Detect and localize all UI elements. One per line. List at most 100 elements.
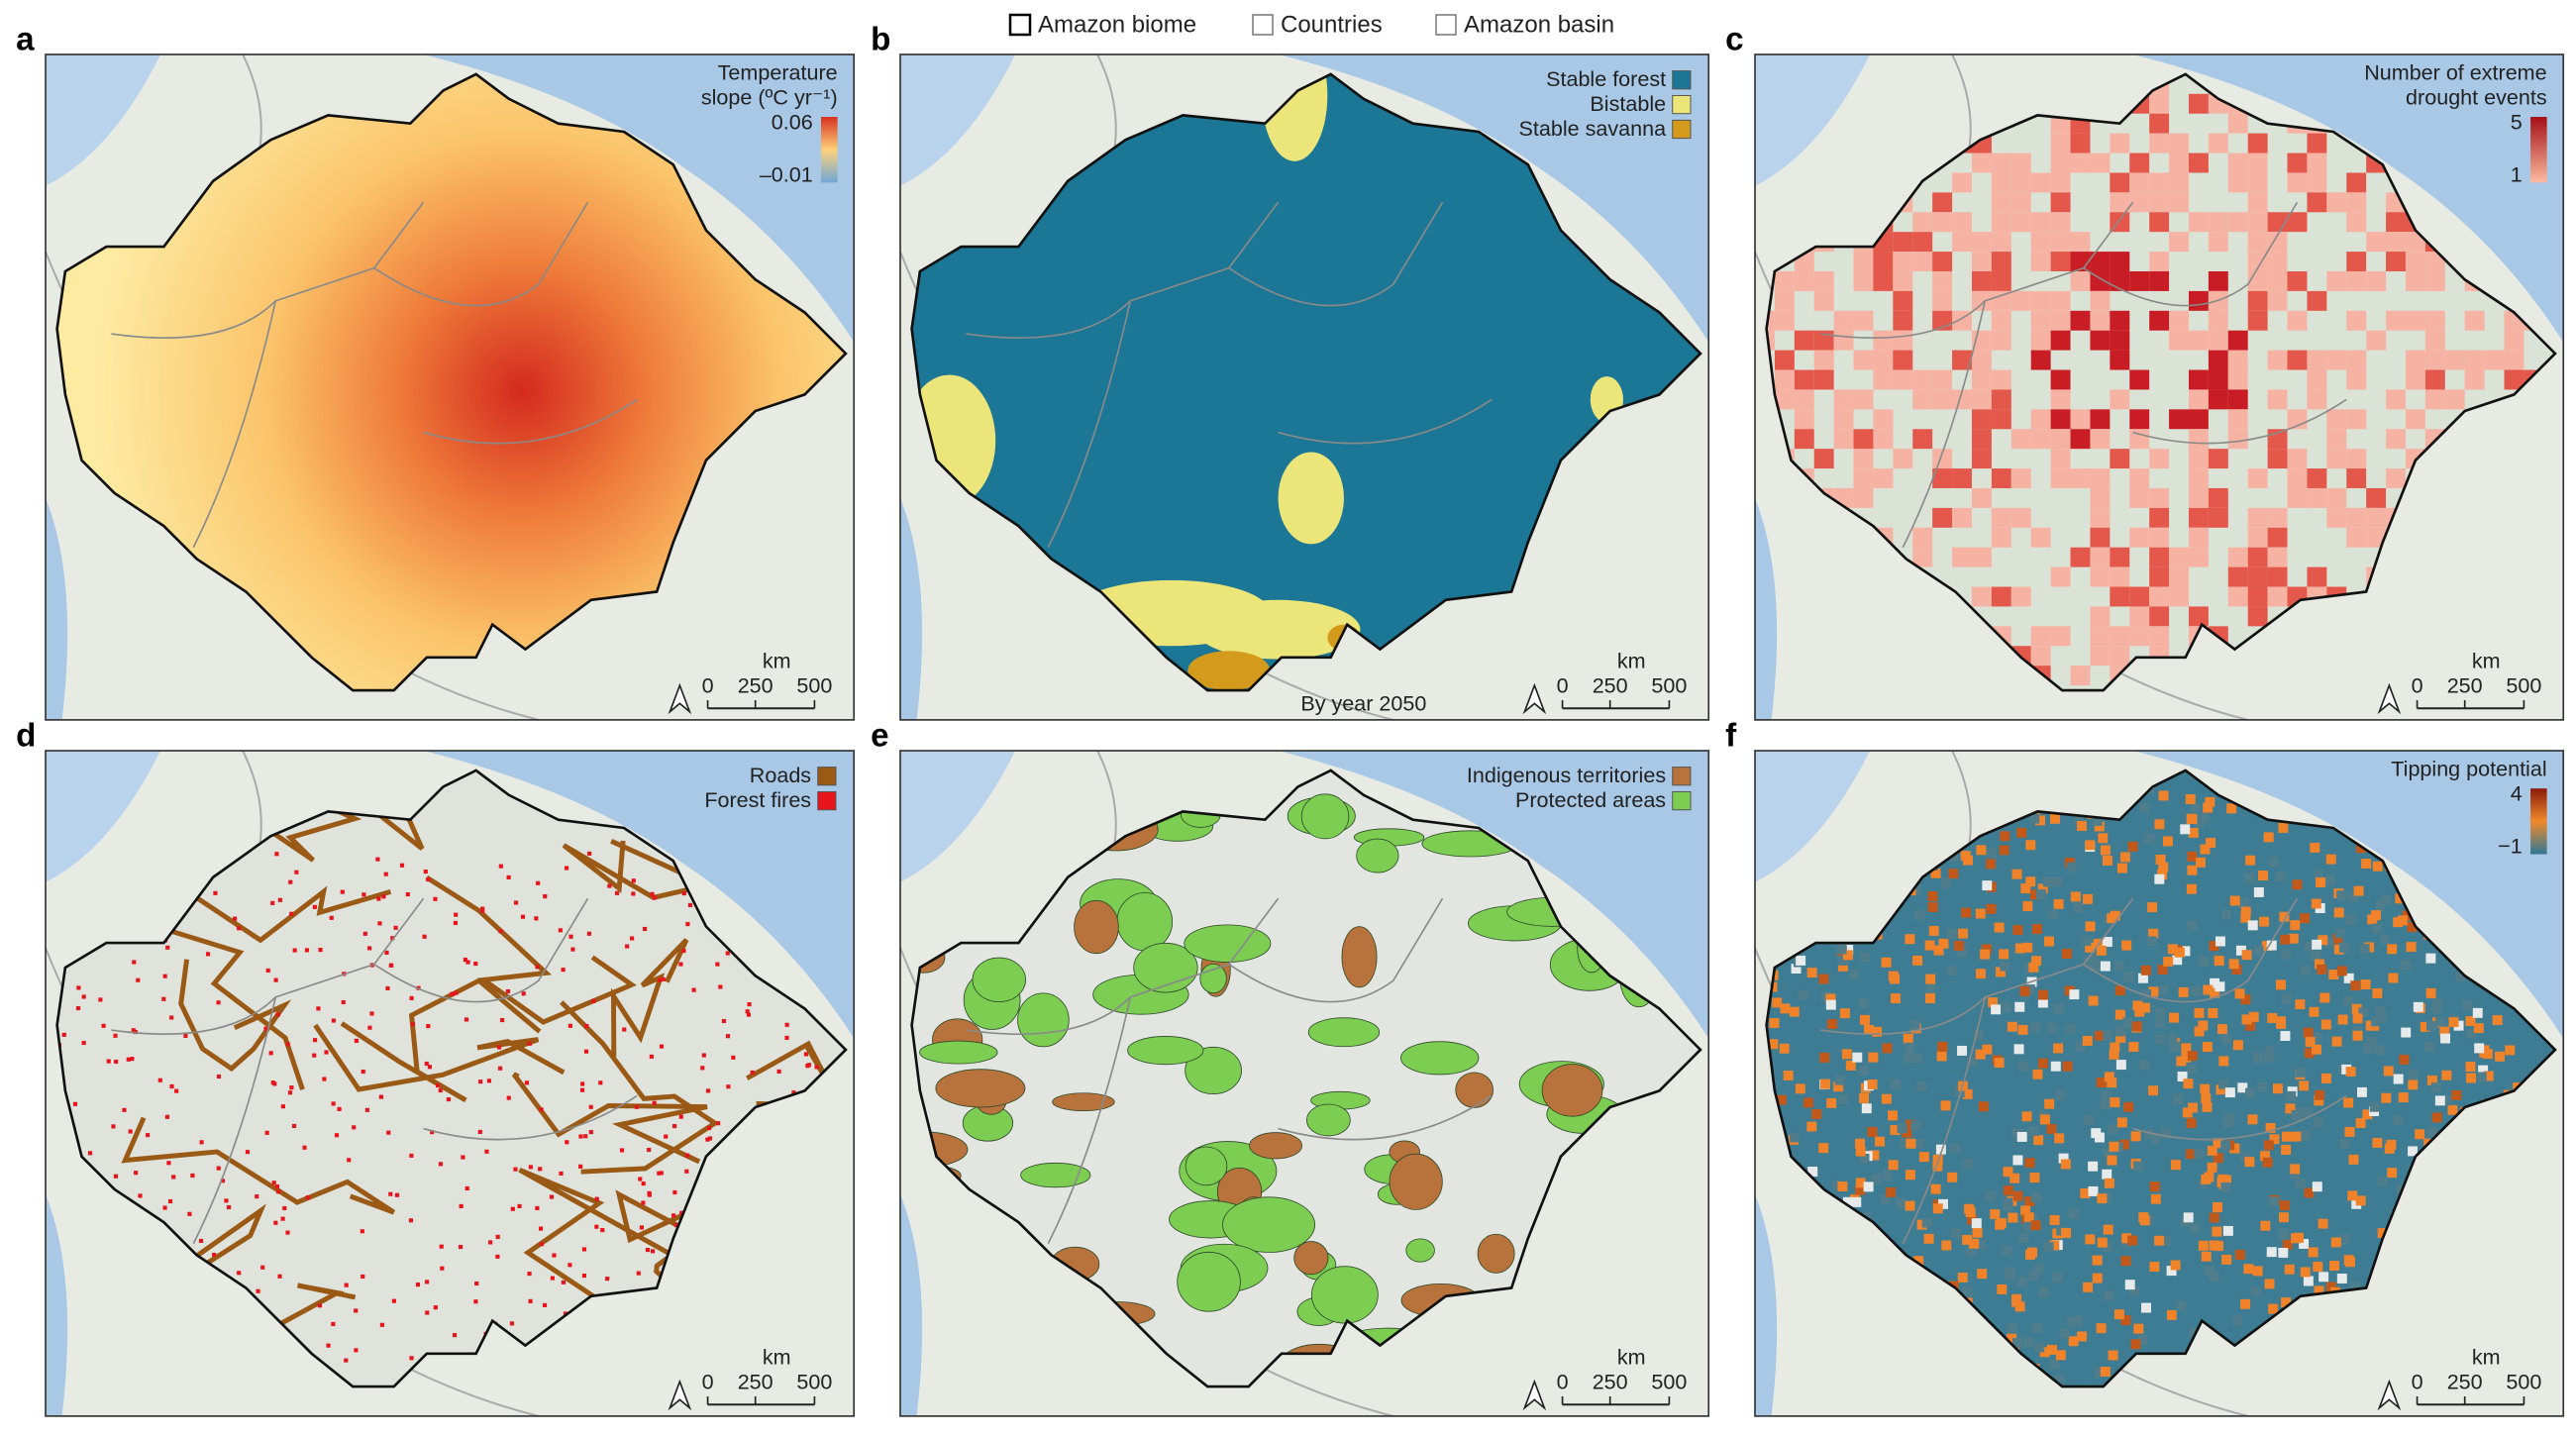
tipping-cell: [2194, 1007, 2205, 1018]
drought-cell: [1971, 429, 1992, 450]
tipping-cell: [1796, 955, 1806, 966]
fire: [563, 1311, 568, 1316]
scale-label: 500: [2506, 1369, 2541, 1393]
tipping-cell: [2260, 1220, 2271, 1231]
tipping-cell: [2365, 1020, 2376, 1031]
tipping-cell: [2375, 1005, 2386, 1016]
drought-cell: [1991, 232, 2011, 253]
tipping-cell: [1779, 1043, 1790, 1054]
drought-cell: [2267, 389, 2288, 410]
tipping-cell: [2075, 1041, 2086, 1052]
drought-cell: [2307, 487, 2327, 508]
tipping-cell: [2031, 956, 2042, 967]
fire: [587, 851, 592, 856]
tipping-cell: [2191, 985, 2202, 996]
fire: [274, 852, 279, 857]
tipping-cell: [2361, 859, 2372, 869]
tipping-cell: [2141, 988, 2152, 999]
fire: [746, 1012, 752, 1017]
tipping-cell: [2279, 911, 2290, 922]
indigenous-territory: [1127, 1036, 1204, 1066]
drought-cell: [2050, 153, 2071, 173]
drought-cell: [2090, 646, 2111, 667]
drought-cell: [2110, 252, 2130, 271]
tipping-cell: [1925, 974, 1936, 984]
tipping-cell: [2281, 949, 2292, 960]
fire: [376, 896, 381, 901]
drought-cell: [2287, 172, 2308, 193]
indigenous-territory: [1185, 1146, 1228, 1186]
tipping-cell: [1836, 944, 1847, 955]
tipping-cell: [1925, 983, 1936, 994]
tipping-cell: [1905, 1170, 1915, 1181]
fire: [430, 1130, 435, 1135]
tipping-cell: [1933, 945, 1944, 956]
tipping-cell: [2102, 937, 2112, 947]
tipping-cell: [1890, 1125, 1901, 1136]
fire: [473, 1299, 478, 1304]
drought-cell: [2326, 409, 2347, 430]
tipping-cell: [2124, 1280, 2135, 1290]
drought-cell: [2188, 330, 2209, 351]
tipping-cell: [2066, 862, 2077, 873]
tipping-cell: [2232, 1040, 2243, 1051]
drought-cell: [2307, 192, 2327, 213]
tipping-cell: [2103, 1224, 2113, 1235]
protected-area: [1184, 924, 1272, 963]
tipping-cell: [2146, 936, 2157, 947]
drought-cell: [2405, 252, 2425, 271]
drought-cell: [1893, 449, 1913, 469]
fire: [331, 1321, 336, 1327]
tipping-cell: [2028, 1271, 2039, 1282]
tipping-cell: [2291, 1131, 2302, 1142]
tipping-cell: [2240, 912, 2251, 923]
fire: [87, 1151, 93, 1156]
drought-cell: [2366, 232, 2387, 253]
fire: [187, 1211, 192, 1216]
drought-cell: [2050, 290, 2071, 311]
tipping-cell: [2220, 1181, 2231, 1192]
drought-cell: [2149, 586, 2170, 607]
legend-title: slope (ºC yr⁻¹): [701, 84, 838, 109]
tipping-cell: [2264, 1279, 2275, 1289]
tipping-cell: [2103, 1241, 2113, 1252]
fire: [497, 1066, 503, 1071]
drought-cell: [2010, 429, 2031, 450]
indigenous-territory: [1017, 992, 1070, 1048]
tipping-cell: [2231, 965, 2242, 975]
tipping-cell: [2107, 1155, 2117, 1166]
tipping-cell: [2198, 1020, 2209, 1031]
tipping-cell: [2281, 1145, 2292, 1155]
drought-cell: [1971, 487, 1992, 508]
fire: [791, 1090, 796, 1095]
tipping-cell: [2263, 1140, 2274, 1151]
tipping-cell: [2315, 959, 2324, 970]
fire: [814, 1065, 819, 1070]
tipping-cell: [1916, 1080, 1927, 1091]
fire: [183, 1033, 188, 1038]
drought-cell: [2050, 192, 2071, 213]
tipping-cell: [2003, 1185, 2013, 1196]
fire: [344, 1358, 349, 1363]
tipping-cell: [2088, 954, 2099, 964]
scale-label: 250: [738, 672, 773, 697]
tipping-cell: [2017, 1024, 2028, 1035]
fire: [705, 1137, 710, 1142]
tipping-cell: [2058, 1153, 2069, 1164]
tipping-cell: [2331, 1036, 2342, 1047]
fire: [535, 965, 540, 970]
drought-cell: [2208, 507, 2228, 528]
fire: [171, 1175, 176, 1180]
fire: [226, 1204, 232, 1210]
drought-cell: [2188, 468, 2209, 488]
tipping-cell: [2455, 972, 2466, 981]
tipping-cell: [2148, 1085, 2159, 1096]
tipping-cell: [2425, 953, 2436, 964]
drought-cell: [2110, 566, 2130, 587]
fire: [361, 892, 366, 897]
drought-cell: [2010, 192, 2031, 213]
fire: [672, 1124, 677, 1129]
drought-cell: [2169, 409, 2189, 430]
tipping-cell: [2053, 898, 2064, 909]
